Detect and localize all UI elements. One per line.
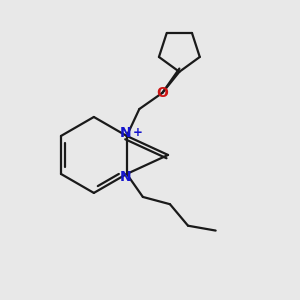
Text: N: N [119, 126, 131, 140]
Text: +: + [132, 125, 142, 139]
Text: N: N [119, 169, 131, 184]
Text: O: O [156, 86, 168, 100]
